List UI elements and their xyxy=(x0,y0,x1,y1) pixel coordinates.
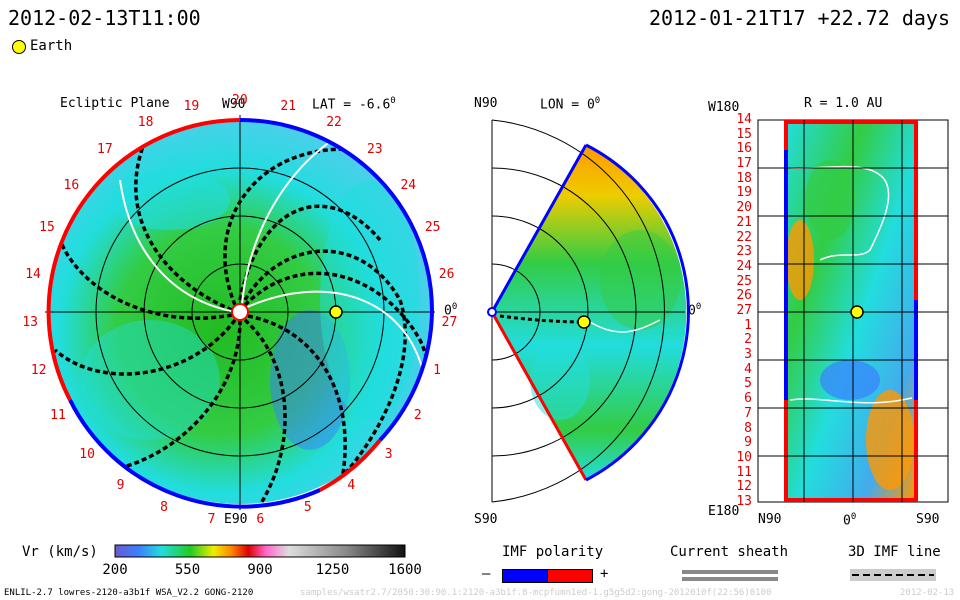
rotation-label: 10 xyxy=(79,447,95,463)
radial-row-label: 25 xyxy=(736,273,752,289)
rotation-label: 24 xyxy=(400,177,417,193)
imf3d-label: 3D IMF line xyxy=(848,544,941,560)
radial-row-label: 5 xyxy=(744,376,752,392)
meridional-north-label: N90 xyxy=(474,96,498,111)
imf-polarity-label: IMF polarity xyxy=(502,544,604,560)
earth-legend-label: Earth xyxy=(30,38,73,54)
radial-row-label: 4 xyxy=(744,361,752,377)
vr-tick-label: 1250 xyxy=(315,562,350,578)
reference-time: 2012-01-21T17 +22.72 days xyxy=(648,6,950,30)
rotation-label: 16 xyxy=(63,177,80,193)
radial-row-label: 8 xyxy=(744,420,752,436)
radial-x-right: S90 xyxy=(916,512,940,527)
rotation-label: 21 xyxy=(280,98,297,114)
rotation-label: 25 xyxy=(424,219,441,235)
radial-row-label: 18 xyxy=(736,170,752,186)
rotation-label: 3 xyxy=(384,447,393,463)
vr-tick-label: 900 xyxy=(247,562,273,578)
model-time: 2012-02-13T11:00 xyxy=(8,6,201,30)
vr-tick-label: 200 xyxy=(102,562,128,578)
rotation-label: 5 xyxy=(303,500,312,516)
rotation-label: 15 xyxy=(39,219,55,235)
rotation-label: 17 xyxy=(97,142,113,158)
radial-row-label: 11 xyxy=(736,464,752,480)
radial-row-label: 24 xyxy=(736,258,752,274)
rotation-label: 12 xyxy=(30,363,47,379)
radial-row-label: 20 xyxy=(736,200,752,216)
imf-plus: + xyxy=(600,566,609,582)
radial-title: R = 1.0 AU xyxy=(804,96,883,111)
meridional-plot xyxy=(487,119,690,503)
radial-row-label: 9 xyxy=(744,435,752,451)
vr-tick-label: 1600 xyxy=(388,562,422,578)
rotation-label: 2 xyxy=(413,408,422,423)
radial-row-label: 2 xyxy=(744,332,752,348)
radial-row-label: 22 xyxy=(736,229,752,245)
rotation-label: 27 xyxy=(441,315,458,331)
rotation-label: 9 xyxy=(116,478,125,494)
rotation-label: 13 xyxy=(22,315,38,331)
radial-row-label: 27 xyxy=(736,303,752,318)
rotation-label: 23 xyxy=(366,142,383,158)
radial-row-label: 3 xyxy=(744,347,752,363)
meridional-lon: LON = 00 xyxy=(540,96,601,113)
ecliptic-bottom-label: E90 xyxy=(224,512,248,527)
radial-row-label: 17 xyxy=(736,156,752,172)
imf-minus: – xyxy=(482,566,491,582)
earth-marker xyxy=(329,305,343,319)
vr-colorbar xyxy=(114,544,406,558)
radial-x-center: 00 xyxy=(843,512,857,529)
radial-row-label: 6 xyxy=(744,391,752,407)
radial-row-label: 26 xyxy=(736,288,752,304)
radial-row-label: 23 xyxy=(736,244,752,260)
radial-top-left-label: W180 xyxy=(708,100,740,115)
radial-x-left: N90 xyxy=(758,512,782,527)
earth-legend-icon xyxy=(12,40,26,54)
imf-positive-swatch xyxy=(547,569,593,583)
radial-row-label: 7 xyxy=(744,405,752,421)
vr-tick-label: 550 xyxy=(174,562,201,578)
rotation-label: 6 xyxy=(256,511,265,527)
rotation-label: 26 xyxy=(438,266,455,282)
radial-bottom-left-label: E180 xyxy=(708,504,740,519)
radial-row-label: 13 xyxy=(736,494,752,509)
radial-row-label: 15 xyxy=(736,126,752,142)
vr-label: Vr (km/s) xyxy=(22,544,98,560)
ecliptic-right-label: 00 xyxy=(444,302,458,319)
meridional-south-label: S90 xyxy=(474,512,498,527)
rotation-label: 4 xyxy=(347,478,356,494)
ecliptic-lat: LAT = -6.60 xyxy=(312,96,396,113)
ecliptic-top-label: W90 xyxy=(222,97,246,112)
radial-row-label: 12 xyxy=(736,479,752,495)
radial-row-label: 19 xyxy=(736,185,752,201)
rotation-label: 19 xyxy=(183,98,200,114)
rotation-label: 14 xyxy=(25,266,41,282)
radial-row-label: 21 xyxy=(736,214,752,230)
rotation-label: 1 xyxy=(433,363,441,379)
radial-row-label: 1 xyxy=(744,317,752,333)
radial-row-label: 10 xyxy=(736,449,752,465)
radial-row-label: 14 xyxy=(736,112,752,127)
rotation-label: 8 xyxy=(160,500,168,516)
rotation-label: 11 xyxy=(50,408,66,423)
current-sheath-label: Current sheath xyxy=(670,544,789,560)
radial-plot xyxy=(757,119,949,503)
radial-row-label: 16 xyxy=(736,141,752,157)
ecliptic-title: Ecliptic Plane xyxy=(60,96,170,111)
meridional-right-label: 00 xyxy=(688,302,702,319)
footer-model-info: ENLIL-2.7 lowres-2120-a3b1f WSA_V2.2 GON… xyxy=(4,588,254,598)
rotation-label: 7 xyxy=(207,511,216,527)
ecliptic-plot xyxy=(45,115,435,510)
rotation-label: 22 xyxy=(326,115,342,131)
rotation-label: 20 xyxy=(232,93,248,108)
imf-negative-swatch xyxy=(502,569,548,583)
rotation-label: 18 xyxy=(137,115,154,131)
footer-date: 2012-02-13 xyxy=(900,588,955,598)
footer-path: samples/wsatr2.7/2050:30:90.1:2120-a3b1f… xyxy=(300,588,772,598)
